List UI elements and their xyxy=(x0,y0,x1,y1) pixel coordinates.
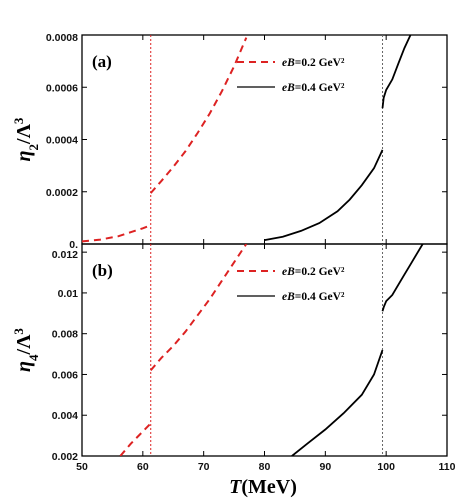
y-tick-label: 0.012 xyxy=(52,249,78,261)
panel-label: (a) xyxy=(92,52,112,71)
series-line xyxy=(381,35,412,109)
series-line xyxy=(149,37,248,194)
y-tick-label: 0.01 xyxy=(58,288,79,300)
y-tick-label: 0.0006 xyxy=(46,82,78,94)
series-line xyxy=(149,244,248,372)
panel-b: 50 60 70 80 90 100 110 0.002 0.004 0.006 0.008 0.01… xyxy=(11,243,456,473)
legend-label: eB=0.2 GeV² xyxy=(282,57,345,69)
series-line xyxy=(119,422,152,456)
plot-frame xyxy=(81,243,448,457)
y-tick-label: 0.008 xyxy=(52,329,78,341)
legend-label: eB=0.2 GeV² xyxy=(282,266,345,278)
y-tick-label: 0.0004 xyxy=(46,135,78,147)
panel-a: 0. 0.0002 0.0004 0.0006 0.0008 (a) eB=0.2 GeV²… xyxy=(11,32,448,251)
x-tick-label: 110 xyxy=(439,461,456,473)
y-axis-label: η2/Λ3 xyxy=(11,117,41,161)
x-axis-label: T(MeV) xyxy=(229,476,297,498)
series-line xyxy=(82,224,152,243)
x-tick-label: 80 xyxy=(259,461,271,473)
y-tick-label: 0.006 xyxy=(52,369,78,381)
y-tick-label: 0.0008 xyxy=(46,32,78,44)
x-tick-label: 50 xyxy=(76,461,88,473)
series-line xyxy=(291,349,384,456)
x-tick-label: 70 xyxy=(198,461,210,473)
plot-frame xyxy=(81,34,448,245)
x-tick-label: 90 xyxy=(319,461,331,473)
series-line xyxy=(381,244,424,312)
y-tick-label: 0. xyxy=(69,239,78,251)
y-tick-label: 0.0002 xyxy=(46,187,78,199)
legend-label: eB=0.4 GeV² xyxy=(282,82,345,94)
x-tick-label: 60 xyxy=(137,461,149,473)
y-tick-label: 0.004 xyxy=(52,410,78,422)
y-axis-label: η4/Λ3 xyxy=(11,328,41,372)
legend-label: eB=0.4 GeV² xyxy=(282,291,345,303)
y-tick-label: 0.002 xyxy=(52,451,78,463)
panel-label: (b) xyxy=(92,261,113,280)
x-tick-label: 100 xyxy=(377,461,395,473)
series-line xyxy=(264,149,384,241)
